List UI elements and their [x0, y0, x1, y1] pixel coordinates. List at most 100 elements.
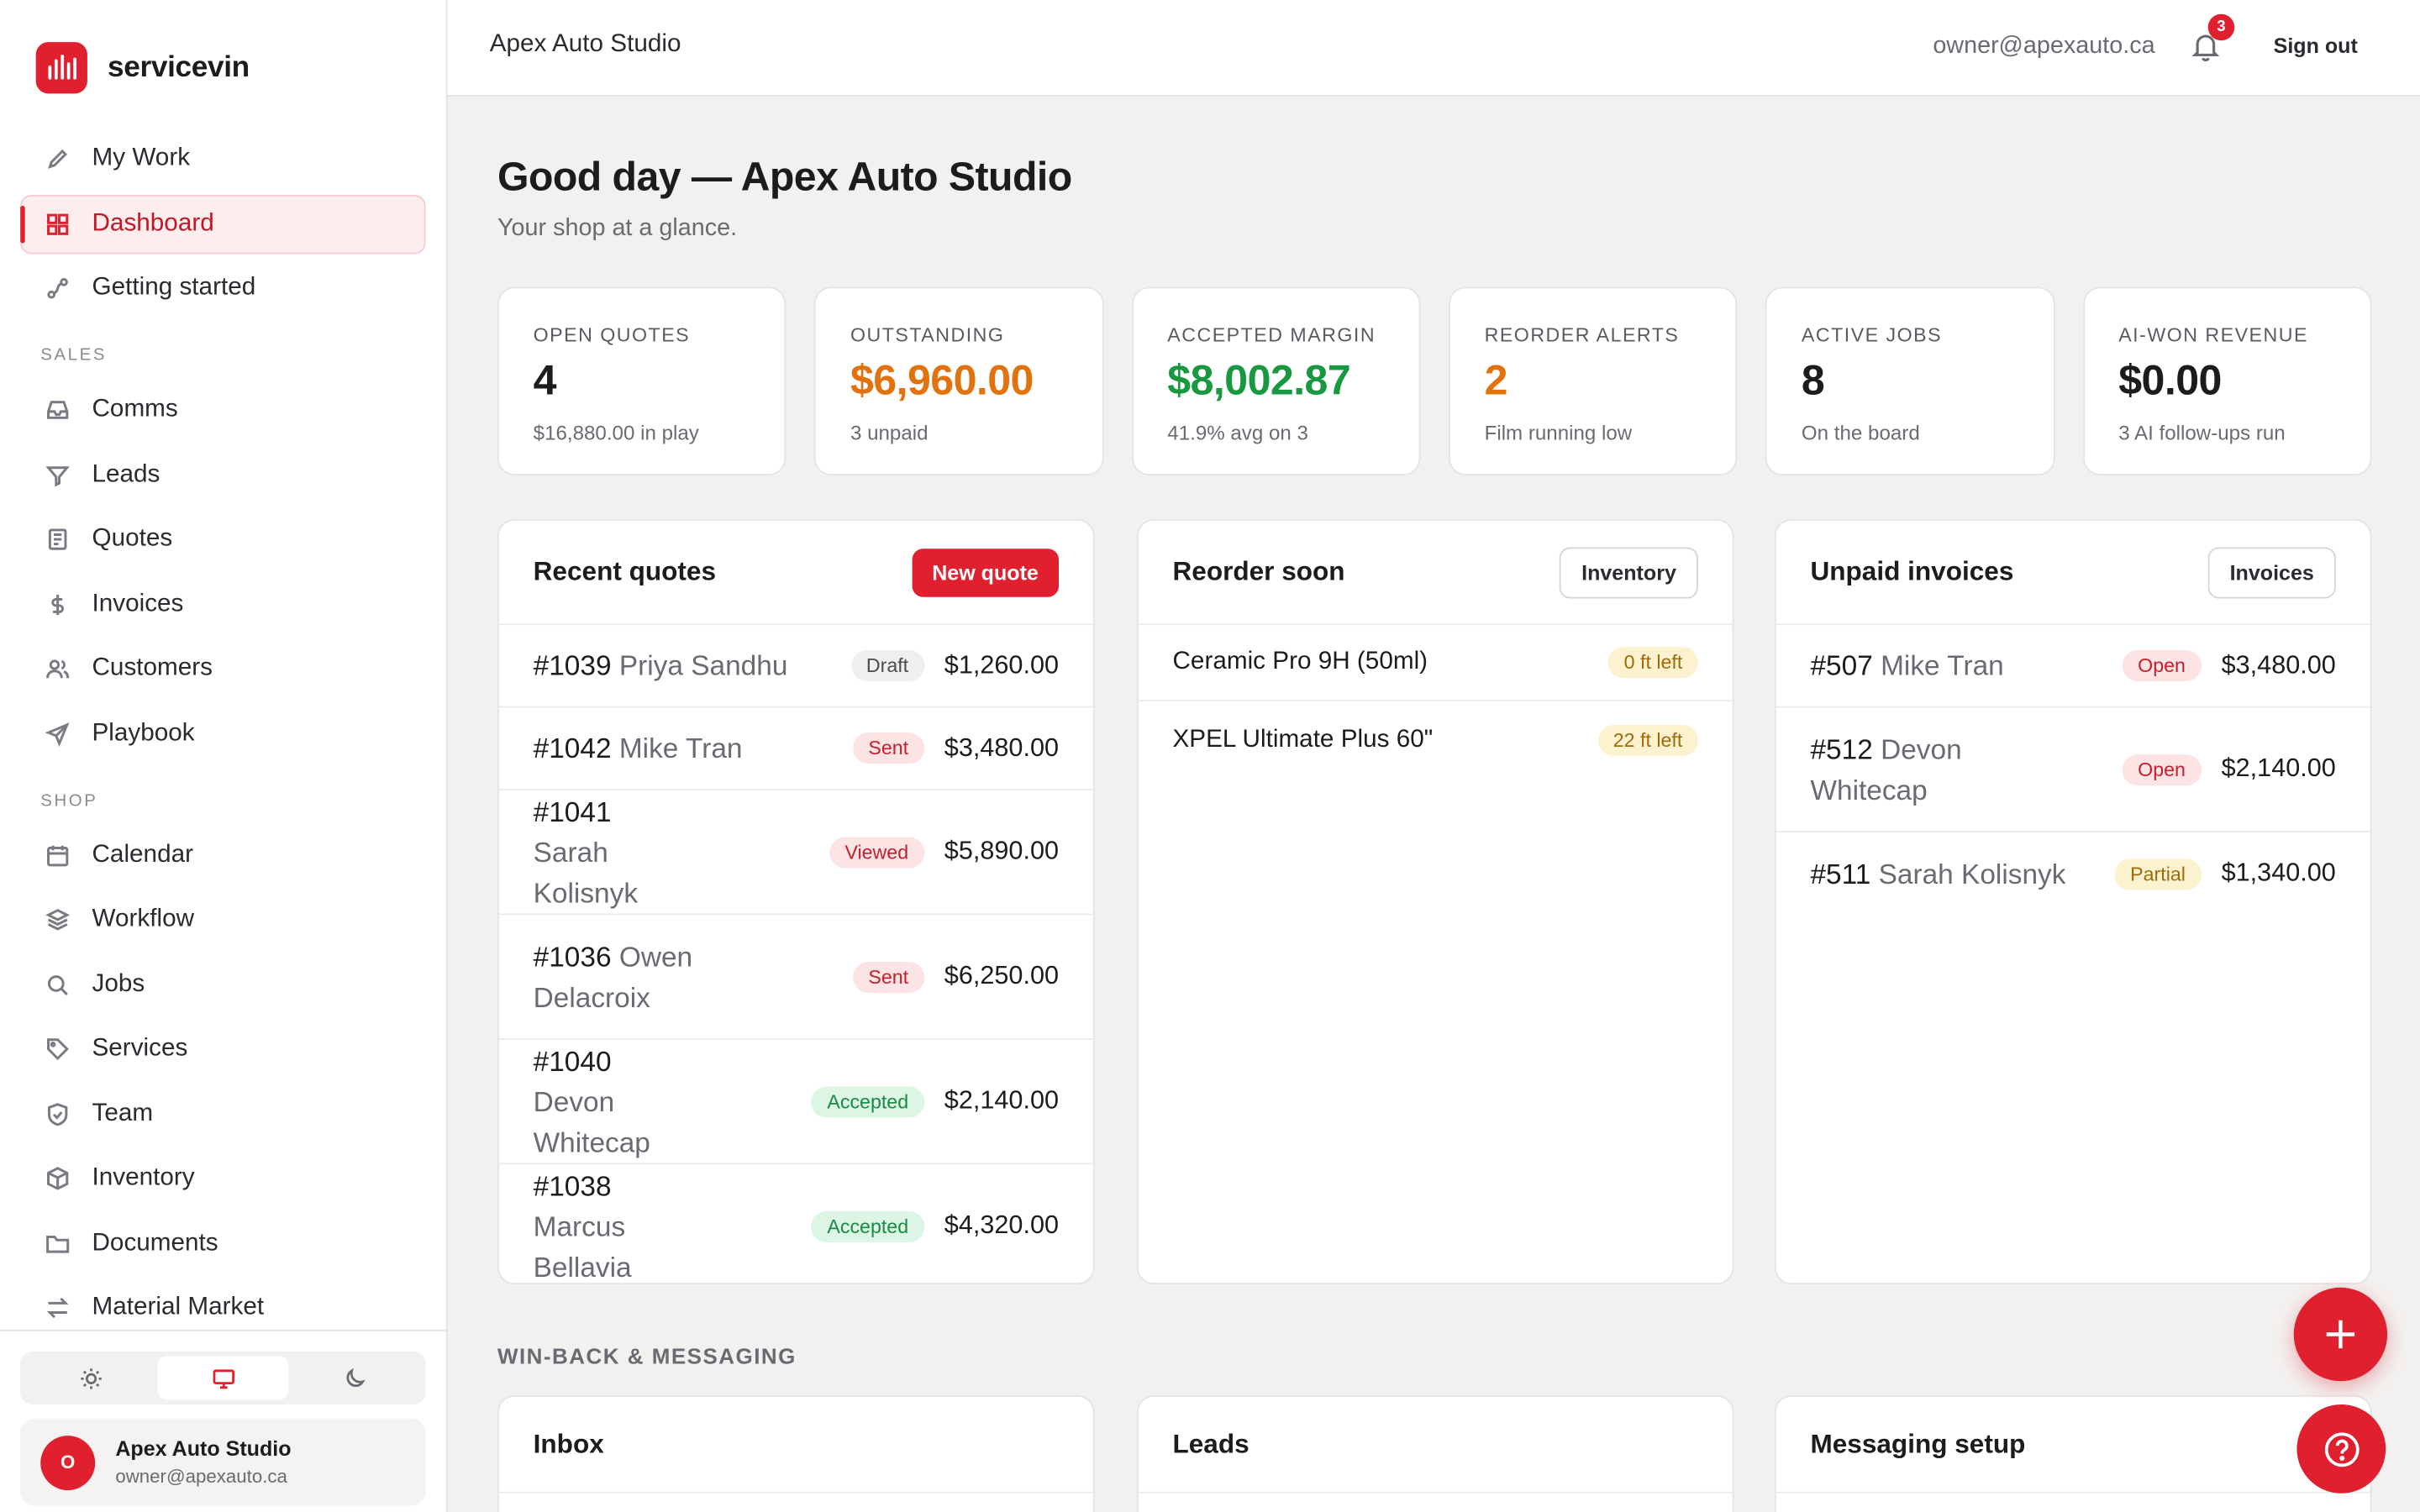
sidebar-item-quotes[interactable]: Quotes: [20, 510, 425, 570]
quote-row[interactable]: #1036 Owen Delacroix Sent $6,250.00: [498, 915, 1093, 1040]
stat-card-accepted-margin[interactable]: ACCEPTED MARGIN $8,002.87 41.9% avg on 3: [1131, 286, 1421, 475]
quote-amount: $2,140.00: [944, 1086, 1060, 1115]
stat-label: REORDER ALERTS: [1484, 323, 1680, 346]
sidebar-item-label: Documents: [92, 1229, 218, 1256]
sidebar-item-label: Invoices: [92, 590, 184, 617]
sidebar-item-label: Team: [92, 1100, 154, 1126]
sidebar-item-label: Dashboard: [92, 209, 214, 237]
recent-quotes-panel: Recent quotes New quote #1039 Priya Sand…: [497, 518, 1095, 1285]
sidebar-item-comms[interactable]: Comms: [20, 381, 425, 440]
customer-name: Priya Sandhu: [618, 649, 788, 681]
quote-row[interactable]: #1040 Devon Whitecap Accepted $2,140.00: [498, 1040, 1093, 1165]
theme-dark-button[interactable]: [289, 1356, 421, 1399]
status-badge: Open: [2122, 753, 2202, 785]
stat-value: $0.00: [2118, 356, 2222, 404]
sidebar-item-workflow[interactable]: Workflow: [20, 890, 425, 950]
account-card[interactable]: O Apex Auto Studio owner@apexauto.ca: [20, 1418, 426, 1506]
brand-logo-icon: [35, 42, 87, 94]
stat-label: ACCEPTED MARGIN: [1167, 323, 1376, 346]
sidebar-item-team[interactable]: Team: [20, 1084, 425, 1144]
invoices-button[interactable]: Invoices: [2207, 546, 2336, 598]
sidebar-item-leads[interactable]: Leads: [20, 445, 425, 505]
brand[interactable]: servicevin: [35, 42, 250, 94]
avatar: O: [40, 1435, 96, 1490]
sidebar-item-customers[interactable]: Customers: [20, 639, 425, 699]
invoice-row[interactable]: #511 Sarah Kolisnyk Partial $1,340.00: [1776, 832, 2370, 915]
sidebar-item-invoices[interactable]: Invoices: [20, 575, 425, 634]
sidebar-item-material-market[interactable]: Material Market: [20, 1278, 425, 1330]
quote-row[interactable]: #1038 Marcus Bellavia Accepted $4,320.00: [499, 1164, 1093, 1283]
stat-card-outstanding[interactable]: OUTSTANDING $6,960.00 3 unpaid: [814, 286, 1104, 475]
status-badge: Sent: [852, 961, 924, 993]
stock-badge: 22 ft left: [1597, 723, 1698, 756]
sidebar-item-inventory[interactable]: Inventory: [20, 1149, 425, 1209]
stats-row: OPEN QUOTES 4 $16,880.00 in play OUTSTAN…: [497, 286, 2372, 475]
inventory-button[interactable]: Inventory: [1560, 546, 1698, 598]
section-label-winback: WIN-BACK & MESSAGING: [497, 1343, 797, 1369]
stat-card-ai-won-revenue[interactable]: AI-WON REVENUE $0.00 3 AI follow-ups run: [2082, 286, 2372, 475]
new-quote-button[interactable]: New quote: [912, 548, 1060, 596]
status-badge: Accepted: [811, 1210, 924, 1242]
help-button[interactable]: [2296, 1404, 2386, 1494]
sidebar-item-label: Workflow: [92, 906, 195, 932]
sidebar-item-dashboard[interactable]: Dashboard: [20, 194, 426, 254]
quote-row[interactable]: #1041 Sarah Kolisnyk Viewed $5,890.00: [498, 790, 1093, 916]
stat-sub: On the board: [1801, 421, 1920, 444]
panel-header: Reorder soon Inventory: [1138, 521, 1733, 626]
stat-card-active-jobs[interactable]: ACTIVE JOBS 8 On the board: [1765, 286, 2055, 475]
invoice-row[interactable]: #512 Devon Whitecap Open $2,140.00: [1776, 707, 2370, 832]
reorder-soon-panel: Reorder soon Inventory Ceramic Pro 9H (5…: [1136, 518, 1734, 1285]
sidebar-item-getting-started[interactable]: Getting started: [20, 259, 425, 318]
theme-light-button[interactable]: [25, 1356, 157, 1399]
reorder-item: XPEL Ultimate Plus 60": [1172, 725, 1434, 753]
stat-card-open-quotes[interactable]: OPEN QUOTES 4 $16,880.00 in play: [497, 286, 786, 475]
topbar: Apex Auto Studio owner@apexauto.ca 3 Sig…: [447, 0, 2420, 97]
invoice-amount: $3,480.00: [2221, 650, 2336, 680]
topbar-email: owner@apexauto.ca: [1933, 32, 2155, 60]
inbox-icon: [44, 396, 71, 423]
brand-name: servicevin: [108, 50, 250, 84]
stat-sub: Film running low: [1484, 421, 1633, 444]
sidebar-item-label: My Work: [92, 144, 191, 172]
reorder-row[interactable]: Ceramic Pro 9H (50ml) 0 ft left: [1138, 625, 1733, 702]
stat-value: 4: [533, 356, 557, 404]
sidebar-item-services[interactable]: Services: [20, 1020, 425, 1079]
add-fab-button[interactable]: [2293, 1287, 2388, 1382]
quote-row[interactable]: #1039 Priya Sandhu Draft $1,260.00: [498, 625, 1093, 708]
invoice-amount: $2,140.00: [2221, 754, 2336, 783]
notifications-button[interactable]: 3: [2189, 13, 2235, 64]
sidebar-item-documents[interactable]: Documents: [20, 1214, 425, 1273]
sign-out-button[interactable]: Sign out: [2273, 34, 2358, 58]
stat-label: OUTSTANDING: [850, 323, 1005, 346]
stat-card-reorder-alerts[interactable]: REORDER ALERTS 2 Film running low: [1448, 286, 1738, 475]
panel-header: Inbox: [498, 1397, 1093, 1494]
sidebar-item-playbook[interactable]: Playbook: [20, 704, 425, 764]
sidebar-item-label: Services: [92, 1035, 188, 1062]
quote-amount: $3,480.00: [944, 733, 1060, 762]
reorder-item: Ceramic Pro 9H (50ml): [1172, 648, 1428, 675]
panel-title: Reorder soon: [1172, 556, 1345, 586]
sidebar-item-my-work[interactable]: My Work: [20, 129, 425, 189]
customer-name: Sarah Kolisnyk: [533, 836, 639, 908]
box-icon: [44, 1165, 71, 1192]
quote-amount: $4,320.00: [944, 1210, 1060, 1240]
invoice-row[interactable]: #507 Mike Tran Open $3,480.00: [1776, 625, 2370, 708]
account-email: owner@apexauto.ca: [115, 1465, 287, 1488]
sidebar-item-label: Material Market: [92, 1294, 265, 1320]
theme-system-button[interactable]: [156, 1356, 289, 1400]
sidebar-item-label: Playbook: [92, 719, 195, 746]
sidebar-item-label: Calendar: [92, 841, 193, 868]
sidebar-item-label: Customers: [92, 654, 213, 681]
quote-number: #1038: [533, 1169, 612, 1201]
moon-icon: [344, 1367, 367, 1390]
messaging-setup-panel: Messaging setup: [1774, 1394, 2372, 1512]
stat-sub: 3 AI follow-ups run: [2118, 421, 2286, 444]
invoice-number: #511: [1810, 858, 1871, 890]
invoice-number: #507: [1810, 649, 1873, 681]
help-icon: [2321, 1429, 2361, 1469]
sidebar-item-calendar[interactable]: Calendar: [20, 826, 425, 885]
reorder-row[interactable]: XPEL Ultimate Plus 60" 22 ft left: [1139, 701, 1733, 778]
quote-row[interactable]: #1042 Mike Tran Sent $3,480.00: [498, 707, 1093, 790]
quote-number: #1039: [533, 649, 612, 681]
sidebar-item-jobs[interactable]: Jobs: [20, 955, 425, 1015]
